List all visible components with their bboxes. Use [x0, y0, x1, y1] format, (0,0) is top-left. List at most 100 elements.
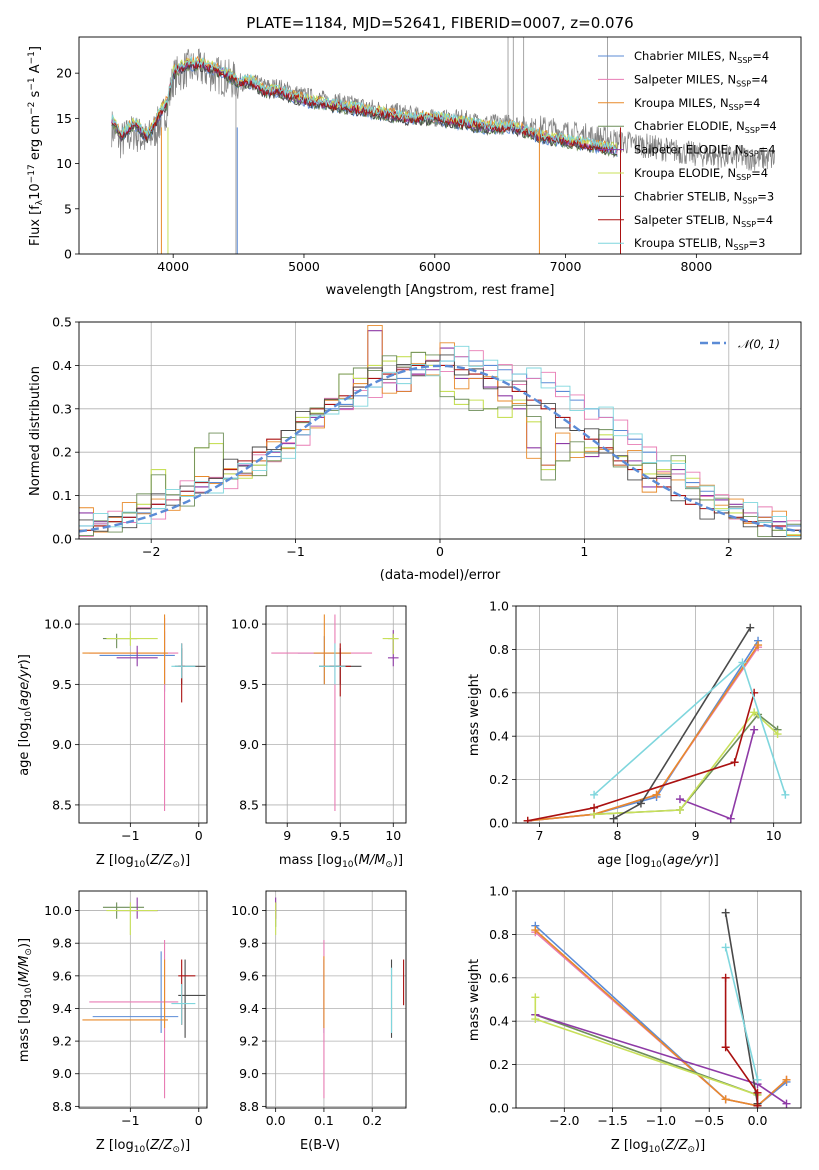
legend-sub: SSP: [736, 173, 751, 182]
y-tick-label: 0.3: [52, 401, 72, 416]
y-tick-label: 0.5: [52, 315, 72, 330]
spectrum-ylabel: Flux [fλ10−17 erg cm−2 s−1 A−1]: [27, 46, 45, 246]
plus-marker: [753, 1088, 762, 1097]
y-tick-label: 9.0: [239, 1066, 259, 1081]
x-tick-label: −2: [142, 544, 160, 559]
plot-frame: [78, 890, 208, 1109]
plus-marker: [781, 790, 790, 799]
x-tick-label: 0: [436, 544, 444, 559]
gaussian-curve: [79, 364, 801, 533]
legend-value: =4: [744, 96, 761, 110]
legend-label: Chabrier ELODIE, NSSP=4: [634, 119, 777, 135]
plot-frame: [515, 890, 802, 1109]
plus-marker: [738, 658, 747, 667]
weight-series-line: [534, 997, 758, 1096]
y-tick-label: 9.0: [52, 737, 72, 752]
y-tick-label: 9.6: [239, 968, 259, 983]
y-tick-label: 0.6: [489, 970, 509, 985]
x-tick-label: 2: [725, 544, 733, 559]
spectrum-panel: 4000 5000 6000 7000 8000 0 5 10 15 20: [56, 36, 802, 274]
plus-marker: [531, 926, 540, 935]
x-tick-label: 0: [195, 828, 203, 843]
plus-marker: [675, 805, 684, 814]
y-tick-label: 0.4: [52, 358, 72, 373]
y-tick-label: 0: [64, 247, 72, 262]
weight-lines: [531, 908, 791, 1108]
plot-frame: [78, 36, 802, 255]
plus-marker: [782, 1099, 791, 1108]
y-tick-label: 9.8: [52, 936, 72, 951]
x-tick-label: 9: [692, 828, 700, 843]
x-tick-label: −1.5: [597, 1113, 627, 1128]
y-tick-label: 0.0: [489, 816, 509, 831]
plus-marker: [753, 1101, 762, 1108]
y-tick-label: 9.5: [52, 677, 72, 692]
legend-label: 𝒩(0, 1): [738, 337, 780, 351]
legend-value: =3: [749, 236, 766, 250]
x-tick-label: −1.0: [646, 1113, 676, 1128]
wAge-xlabel: age [log10(age/yr)]: [597, 853, 719, 870]
y-tick-label: 0.4: [489, 729, 509, 744]
mass-vs-EBV-panel: 0.0 0.1 0.2 8.8 9.0 9.2 9.4 9.6 9.8 10.0: [231, 890, 407, 1128]
x-tick-label: 0.2: [362, 1113, 382, 1128]
legend-label: Salpeter STELIB, NSSP=4: [634, 213, 773, 229]
legend-value: =4: [751, 166, 768, 180]
weight-series-line: [593, 660, 787, 796]
plus-marker: [531, 1015, 540, 1024]
x-tick-label: 8000: [680, 259, 712, 274]
plus-marker: [754, 641, 763, 650]
plus-marker: [609, 814, 618, 823]
legend-sub: SSP: [736, 79, 751, 88]
weight-series-line: [534, 929, 788, 1107]
y-tick-label: 0.2: [52, 445, 72, 460]
x-tick-label: 7: [535, 828, 543, 843]
x-tick-label: 4000: [157, 259, 189, 274]
x-tick-label: −0.5: [694, 1113, 724, 1128]
plus-marker: [590, 803, 599, 812]
x-tick-label: 9.5: [330, 828, 350, 843]
x-tick-label: 0.0: [266, 1113, 286, 1128]
y-tick-label: 10: [56, 156, 72, 171]
wZ-xlabel: Z [log10(Z/Z⊙)]: [611, 1138, 705, 1155]
plus-marker: [675, 795, 684, 804]
y-tick-label: 9.2: [239, 1034, 259, 1049]
x-tick-label: 5000: [288, 259, 320, 274]
y-tick-label: 15: [56, 111, 72, 126]
model-spectrum-line: [111, 59, 618, 154]
legend-value: =3: [757, 189, 774, 203]
y-tick-label: 0.2: [489, 772, 509, 787]
y-tick-label: 9.8: [239, 936, 259, 951]
residual-ylabel: Normed distribution: [28, 366, 43, 496]
age-vs-Z-panel: −1 0 8.5 9.0 9.5 10.0: [44, 605, 208, 843]
legend-label: Kroupa ELODIE, NSSP=4: [634, 166, 768, 182]
y-tick-label: 0.1: [52, 488, 72, 503]
legend-label: Kroupa MILES, NSSP=4: [634, 96, 760, 112]
legend-value: =4: [760, 119, 777, 133]
legend-label: Chabrier MILES, NSSP=4: [634, 49, 769, 65]
residual-panel: −2 −1 0 1 2 0.0 0.1 0.2 0.3 0.4 0.5 𝒩(0, 1): [52, 315, 802, 559]
spectrum-lines: [111, 37, 775, 254]
plus-marker: [730, 758, 739, 767]
weight-series-line: [527, 644, 759, 822]
x-tick-label: 7000: [550, 259, 582, 274]
weight-series-line: [724, 947, 759, 1080]
legend-label: Salpeter ELODIE, NSSP=4: [634, 143, 776, 159]
plus-marker: [531, 993, 540, 1002]
weight-series-line: [594, 711, 779, 816]
y-tick-label: 1.0: [489, 599, 509, 614]
weight-series-line: [527, 640, 759, 822]
y-tick-label: 8.5: [239, 797, 259, 812]
legend-value: =4: [752, 49, 769, 63]
plus-marker: [590, 790, 599, 799]
legend-sub: SSP: [741, 220, 756, 229]
data-spectrum-line: [111, 48, 775, 171]
x-tick-label: 8: [614, 828, 622, 843]
weight-series-line: [724, 977, 759, 1106]
x-tick-label: 10: [385, 828, 401, 843]
plus-marker: [721, 1095, 730, 1104]
x-tick-label: −1: [286, 544, 304, 559]
mass-vs-Z-panel: −1 0 8.8 9.0 9.2 9.4 9.6 9.8 10.0: [44, 890, 208, 1128]
plus-marker: [750, 708, 759, 717]
figure-title: PLATE=1184, MJD=52641, FIBERID=0007, z=0…: [246, 14, 633, 32]
y-tick-label: 9.0: [239, 737, 259, 752]
